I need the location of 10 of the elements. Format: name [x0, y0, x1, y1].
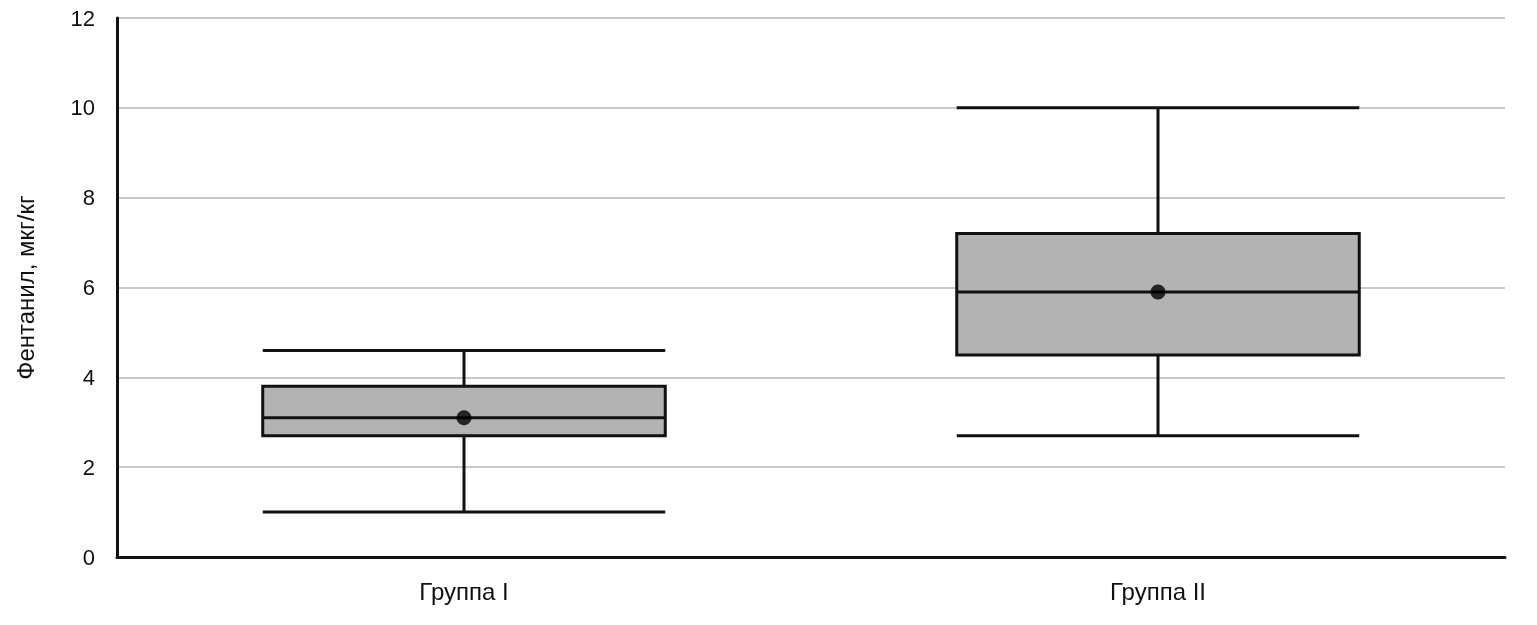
- y-tick-label: 0: [82, 544, 95, 570]
- y-tick-label: 10: [70, 95, 95, 121]
- y-tick-label: 2: [82, 454, 95, 480]
- x-tick-label: Группа II: [1109, 577, 1207, 605]
- y-tick-label: 6: [82, 275, 95, 300]
- x-tick-label: Группа I: [419, 577, 509, 605]
- y-tick-label: 12: [70, 5, 95, 31]
- y-tick-label: 4: [82, 364, 95, 390]
- y-axis-title: Фентанил, мкг/кг: [11, 194, 39, 380]
- y-tick-label: 8: [82, 185, 95, 211]
